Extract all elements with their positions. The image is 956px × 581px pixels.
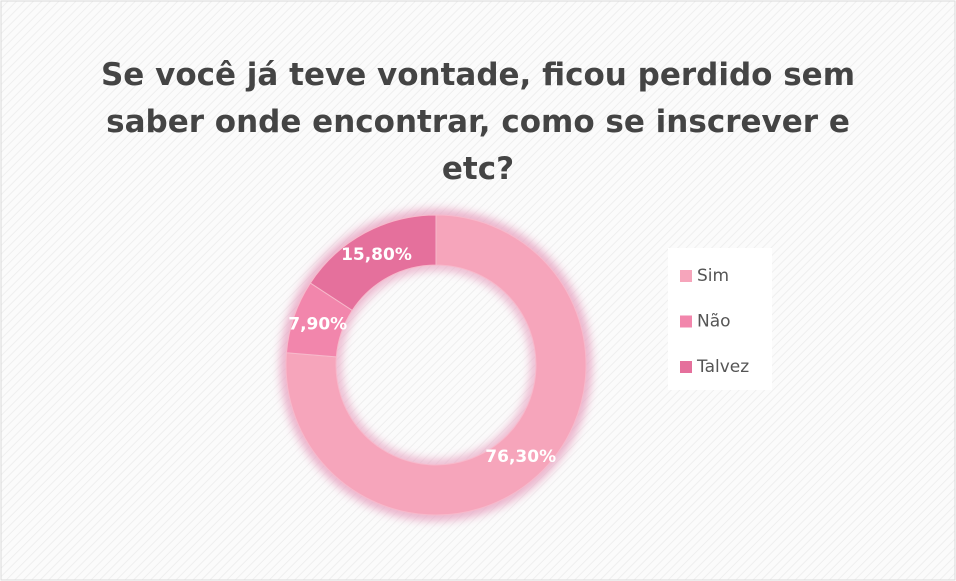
- legend-marker: [680, 361, 692, 373]
- legend-label: Sim: [697, 266, 729, 286]
- data-label: 76,30%: [485, 447, 556, 467]
- legend-marker: [680, 270, 692, 282]
- chart-title: Se você já teve vontade, ficou perdido s…: [100, 57, 856, 187]
- data-label: 15,80%: [341, 245, 412, 265]
- donut-slice: [309, 214, 437, 312]
- legend-label: Talvez: [696, 357, 749, 377]
- legend-marker: [680, 315, 692, 328]
- donut-slice: [285, 214, 587, 516]
- legend-label: Não: [697, 312, 731, 332]
- data-label: 7,90%: [288, 315, 347, 335]
